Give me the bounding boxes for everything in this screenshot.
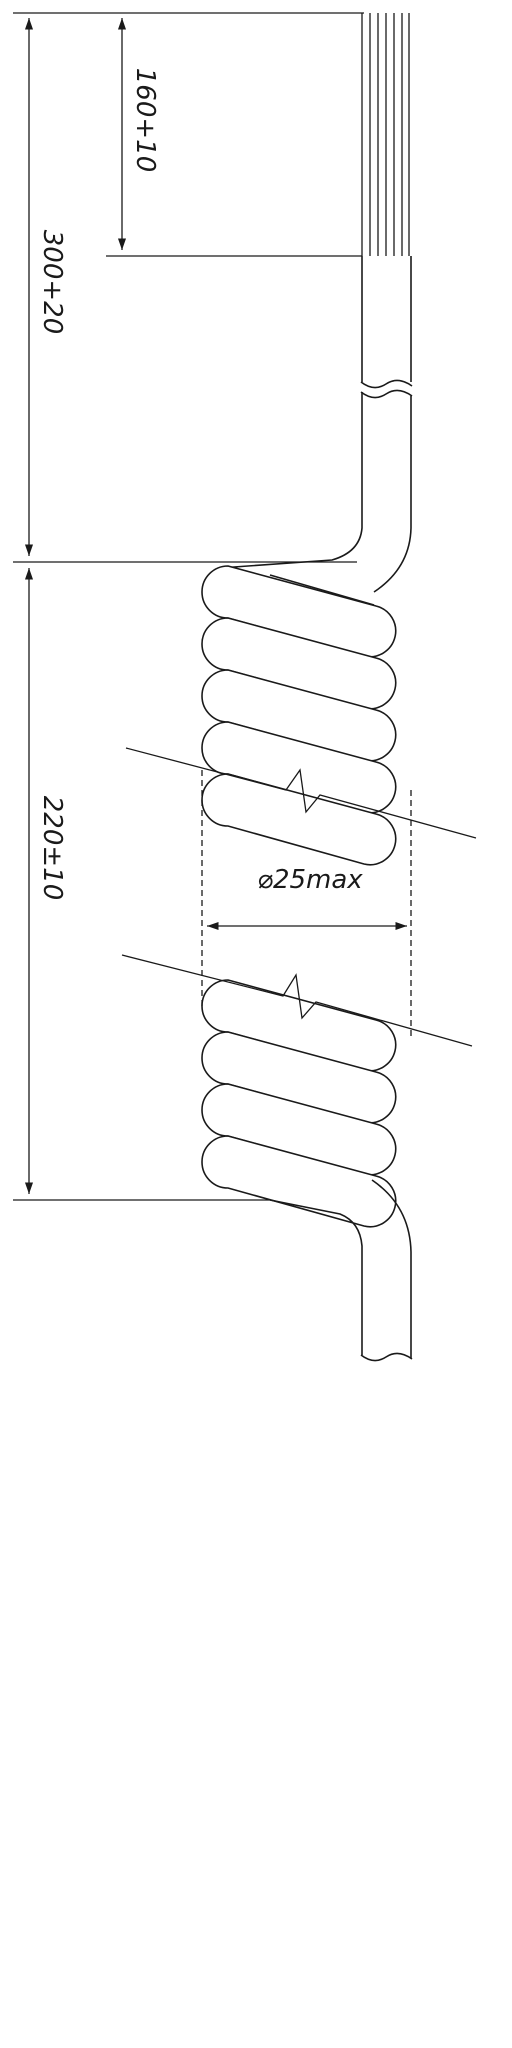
dimension-label-diameter: ⌀25max <box>257 865 363 895</box>
coil-lower <box>201 979 397 1228</box>
coil-turn <box>201 773 397 866</box>
break-line-upper <box>125 747 477 839</box>
coil-turn <box>201 1135 397 1228</box>
dimension-label-300: 300+20 <box>37 230 67 335</box>
coil-upper <box>201 565 397 866</box>
cable-sheath-upper <box>219 256 413 593</box>
dimension-straight-length: 300+20 <box>13 12 364 563</box>
coil-diameter-outline <box>201 770 412 1040</box>
dimension-label-220: 220±10 <box>37 796 67 901</box>
dimension-label-160: 160+10 <box>130 68 160 173</box>
break-line-lower <box>121 954 473 1047</box>
dimension-coil-diameter: ⌀25max <box>207 865 407 931</box>
dimension-coil-length: 220±10 <box>13 568 278 1201</box>
conductor-leads <box>361 13 410 256</box>
dimension-lead-length: 160+10 <box>106 18 362 257</box>
cable-sheath-lower <box>269 1179 413 1362</box>
